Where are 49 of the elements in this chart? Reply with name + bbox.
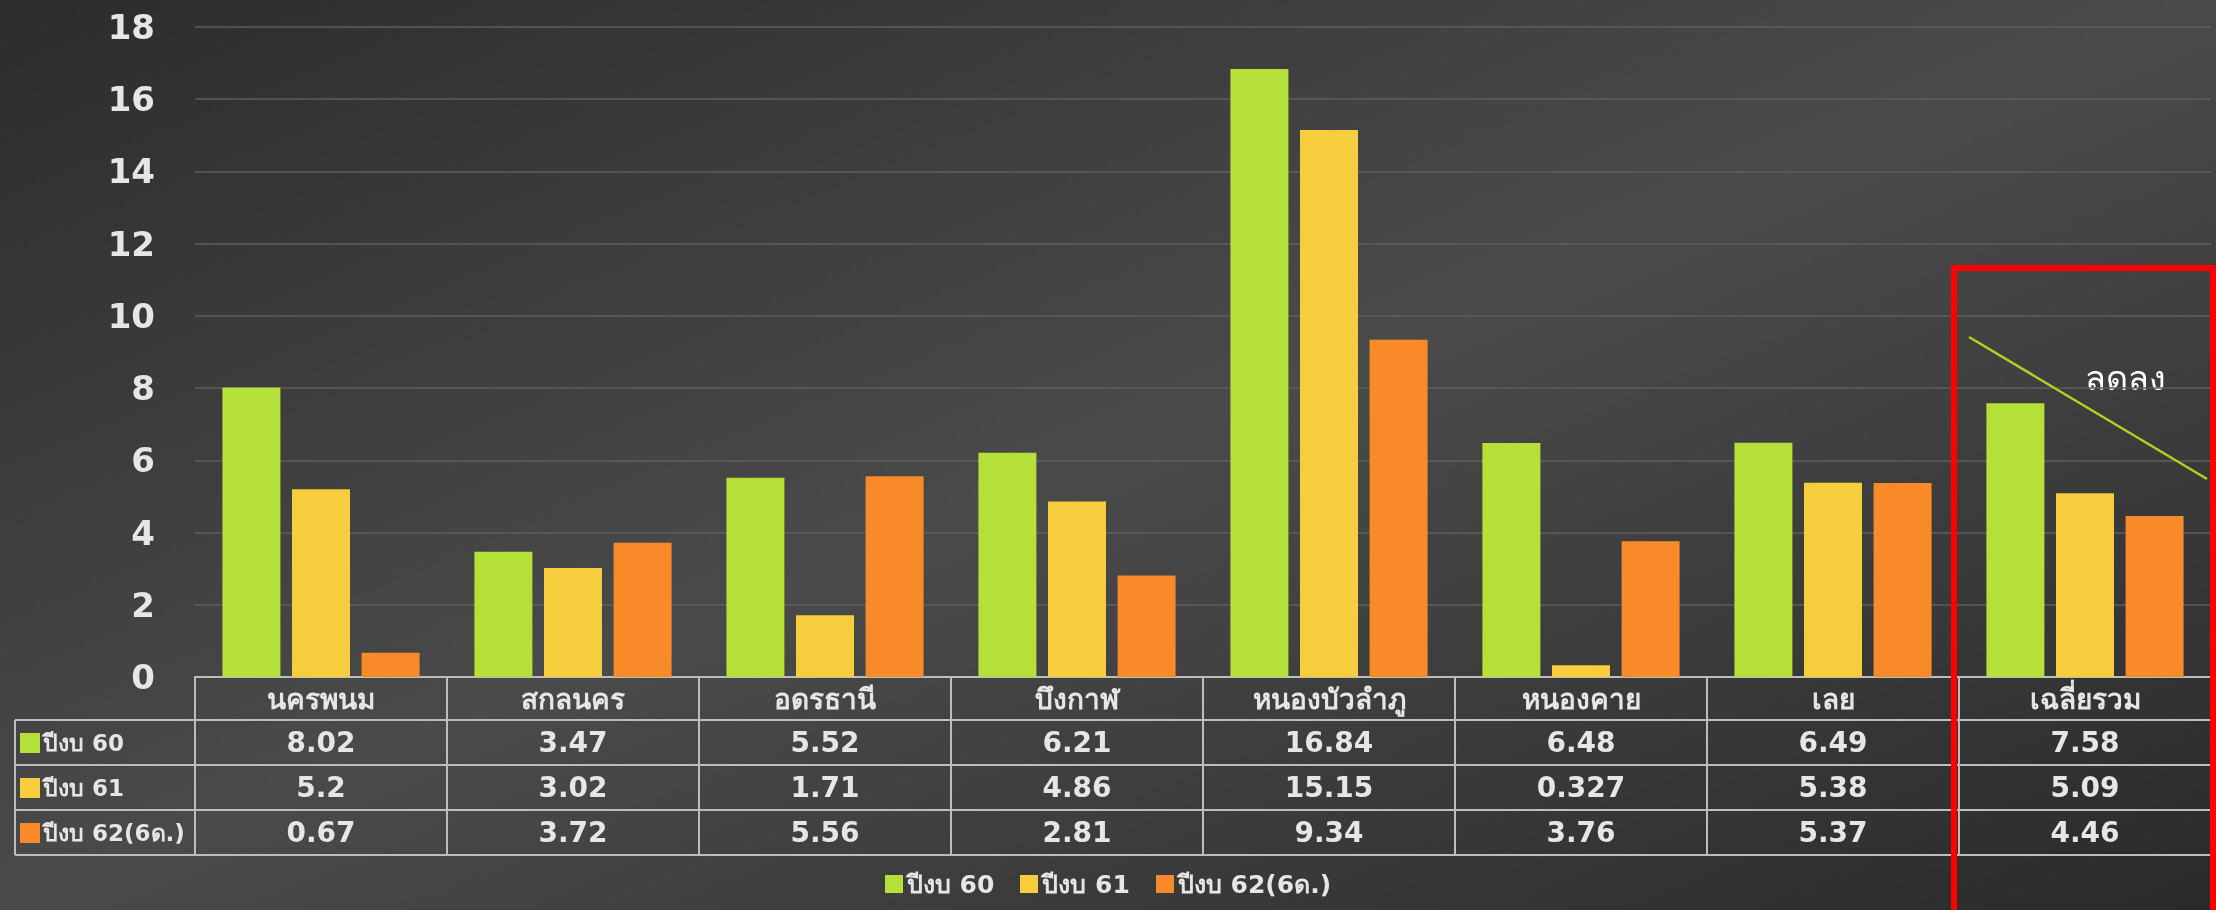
- y-tick-label: 16: [107, 79, 155, 120]
- data-label: 0.67: [286, 816, 356, 849]
- x-tick-label: หนองบัวลำภู: [1252, 682, 1406, 717]
- y-tick-label: 12: [107, 223, 155, 264]
- data-label: 2.81: [1042, 816, 1112, 849]
- y-tick-label: 10: [107, 295, 155, 336]
- y-tick-label: 2: [131, 584, 155, 625]
- data-label: 5.56: [790, 816, 860, 849]
- y-tick-label: 8: [131, 368, 155, 409]
- data-label: 3.47: [538, 726, 608, 759]
- data-label: 6.21: [1042, 726, 1112, 759]
- x-tick-label: หนองคาย: [1521, 682, 1641, 716]
- y-tick-label: 14: [107, 151, 155, 192]
- data-label: 3.76: [1546, 816, 1616, 849]
- data-label: 7.58: [2050, 726, 2120, 759]
- data-label: 1.71: [790, 771, 860, 804]
- data-label: 5.09: [2050, 771, 2120, 804]
- x-tick-label: เฉลี่ยรวม: [2029, 678, 2141, 716]
- data-label: 8.02: [286, 726, 356, 759]
- data-label: 0.327: [1536, 771, 1626, 804]
- y-tick-label: 18: [107, 7, 155, 47]
- data-label: 3.02: [538, 771, 608, 804]
- data-label: 5.37: [1798, 816, 1868, 849]
- legend-label: ปีงบ 61: [1042, 869, 1130, 901]
- data-label: 15.15: [1284, 771, 1374, 804]
- data-label: 6.49: [1798, 726, 1868, 759]
- data-label: 5.52: [790, 726, 860, 759]
- y-tick-label: 4: [131, 512, 155, 553]
- x-tick-label: นครพนม: [267, 682, 375, 716]
- data-label: 16.84: [1284, 726, 1374, 759]
- data-label: 6.48: [1546, 726, 1616, 759]
- x-tick-label: บึงกาฬ: [1035, 682, 1121, 716]
- y-tick-label: 6: [131, 440, 155, 481]
- data-label: 5.2: [296, 771, 346, 804]
- data-label: 9.34: [1294, 816, 1364, 849]
- data-label: 3.72: [538, 816, 608, 849]
- data-label: 4.46: [2050, 816, 2120, 849]
- x-tick-label: สกลนคร: [521, 682, 625, 716]
- x-tick-label: เลย: [1811, 682, 1855, 716]
- data-label: 4.86: [1042, 771, 1112, 804]
- x-tick-label: อดรธานี: [774, 682, 876, 716]
- annotation: ลดลง: [2085, 358, 2166, 398]
- text: ปีงบ 62(6ด.): [43, 819, 185, 846]
- legend-label: ปีงบ 60: [41, 729, 125, 756]
- legend-label: ปีงบ 62(6ด.): [1177, 869, 1332, 901]
- y-tick-label: 0: [131, 657, 155, 697]
- text: ปีงบ 60: [906, 870, 995, 899]
- data-label: 5.38: [1798, 771, 1868, 804]
- text: ปีงบ 61: [43, 774, 125, 801]
